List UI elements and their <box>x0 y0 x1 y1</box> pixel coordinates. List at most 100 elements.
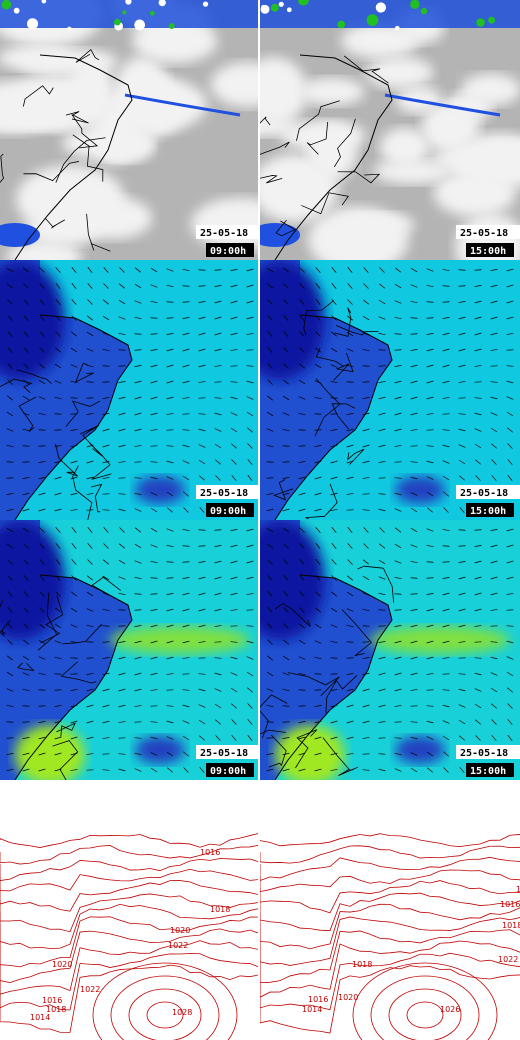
wind-arrow <box>247 687 253 693</box>
wind-arrow <box>507 427 513 433</box>
wind-arrow <box>443 491 449 497</box>
cloud <box>298 77 365 106</box>
wind-arrow <box>22 428 30 432</box>
wind-arrow <box>394 445 402 447</box>
state-border <box>274 603 311 627</box>
wind-arrow <box>246 528 254 532</box>
wind-arrow <box>346 688 354 692</box>
wind-arrow <box>246 284 254 288</box>
state-border <box>0 153 4 184</box>
wind-arrow <box>298 721 306 723</box>
wind-arrow <box>214 300 222 304</box>
wind-arrow <box>150 507 158 513</box>
wind-arrow <box>506 268 514 272</box>
wind-arrow <box>458 704 466 708</box>
wind-arrow <box>231 459 237 465</box>
wind-arrow <box>102 477 110 479</box>
wind-arrow <box>315 527 321 533</box>
wind-arrow <box>490 349 498 351</box>
wind-arrow <box>118 721 126 723</box>
wind-arrow <box>198 561 206 563</box>
wind-arrow <box>314 656 322 660</box>
wind-arrow <box>246 380 254 384</box>
wind-arrow <box>230 641 238 643</box>
isobar <box>0 893 258 933</box>
wind-arrow <box>102 315 110 321</box>
wind-arrow <box>315 575 321 581</box>
wind-arrow <box>331 559 337 565</box>
state-border <box>60 661 97 684</box>
wind-arrow <box>54 752 62 756</box>
state-border <box>301 192 349 215</box>
wind-arrow <box>298 412 306 416</box>
wind-arrow <box>102 444 110 448</box>
wind-arrow <box>214 657 222 659</box>
wind-arrow <box>442 608 450 612</box>
high-wind <box>110 626 250 654</box>
wind-arrow <box>347 575 353 581</box>
wind-arrow <box>378 576 386 580</box>
wind-arrow <box>299 315 305 321</box>
wind-arrow <box>118 656 126 660</box>
state-border <box>55 444 78 477</box>
state-border <box>0 620 11 637</box>
wind-arrow <box>70 444 78 448</box>
high-wind <box>370 626 510 654</box>
state-border <box>260 729 286 735</box>
wind-arrow <box>198 459 206 465</box>
wind-arrow <box>379 283 385 289</box>
wind-arrow <box>7 607 13 613</box>
wind-arrow <box>54 768 62 772</box>
high-wind <box>15 725 85 780</box>
wind-arrow <box>119 543 125 549</box>
cloud <box>8 73 104 131</box>
wind-arrow <box>134 428 142 432</box>
isobar <box>260 869 520 893</box>
isobar <box>0 916 258 968</box>
isobar <box>260 952 520 1011</box>
wind-arrow <box>442 348 450 352</box>
wind-arrow <box>346 444 354 448</box>
wind-arrow <box>363 559 369 565</box>
wind-arrow <box>86 673 94 675</box>
wind-arrow <box>214 592 222 596</box>
wind-arrow <box>394 412 402 416</box>
wind-arrow <box>199 475 205 481</box>
wind-arrow <box>6 428 14 432</box>
wind-arrow <box>39 527 45 533</box>
wind-arrow <box>102 608 110 612</box>
cloud-cell <box>394 25 400 31</box>
wind-arrow <box>23 559 29 565</box>
wind-arrow <box>490 687 498 693</box>
cloud-cell <box>168 23 175 30</box>
wind-arrow <box>442 460 450 464</box>
state-border <box>347 448 365 465</box>
wind-arrow <box>330 752 338 756</box>
time-label: 09:00h <box>210 506 246 517</box>
state-border <box>72 134 104 182</box>
wind-arrow <box>54 720 62 724</box>
wind-arrow <box>426 751 434 757</box>
wind-arrow <box>474 300 482 304</box>
cloud-cell <box>261 4 266 10</box>
wind-arrow <box>150 429 158 431</box>
wind-arrow <box>266 411 274 417</box>
wind-arrow <box>71 299 77 305</box>
wind-arrow <box>198 576 206 580</box>
wind-arrow <box>166 364 174 368</box>
wind-panel: 25-05-18 09:00h <box>0 520 258 780</box>
wind-arrow <box>183 767 189 773</box>
wind-arrow <box>442 528 450 532</box>
cloud-cell <box>134 19 146 31</box>
wind-arrow <box>378 508 386 512</box>
wind-arrow <box>23 623 29 629</box>
wind-arrow <box>134 640 142 644</box>
wind-arrow <box>475 459 481 465</box>
wind-arrow <box>410 672 418 676</box>
wind-arrow <box>166 284 174 288</box>
wind-arrow <box>71 591 77 597</box>
wind-arrow <box>299 591 305 597</box>
wind-arrow <box>103 559 109 565</box>
wind-arrow <box>230 656 238 660</box>
wind-arrow <box>410 527 418 533</box>
